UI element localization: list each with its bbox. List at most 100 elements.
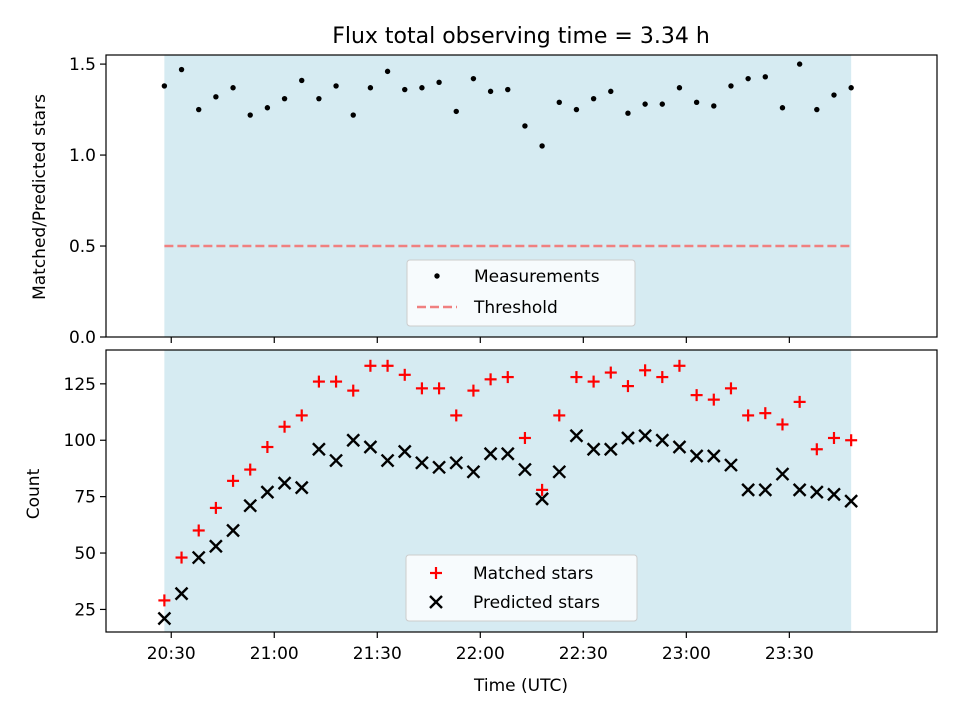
matched-star-point (261, 441, 274, 454)
measurement-point (573, 106, 580, 113)
predicted-star-point (380, 453, 395, 468)
predicted-star-point (518, 462, 532, 477)
top-ytick-label: 0.0 (69, 328, 96, 348)
xtick-label: 20:30 (147, 644, 196, 664)
measurement-point (281, 95, 288, 102)
measurement-point (247, 112, 253, 118)
top-ytick-label: 0.5 (69, 237, 96, 257)
bottom-ytick-label: 125 (64, 375, 96, 395)
matched-star-point (227, 474, 240, 487)
measurement-point (333, 83, 339, 89)
xtick-label: 21:00 (250, 644, 299, 664)
matched-star-point (467, 384, 480, 397)
predicted-star-point (792, 483, 807, 497)
predicted-star-point (277, 476, 292, 490)
legend-label-matched-stars: Matched stars (473, 564, 593, 584)
chart-title: Flux total observing time = 3.34 h (332, 24, 710, 49)
predicted-star-point (775, 467, 790, 481)
matched-star-point (690, 389, 703, 402)
matched-star-point (433, 382, 446, 395)
measurement-point (745, 75, 751, 82)
matched-star-point (518, 431, 531, 444)
matched-star-point (244, 463, 257, 476)
top-plot-frame (105, 54, 938, 338)
measurement-point (505, 86, 511, 93)
matched-star-point (656, 371, 669, 384)
predicted-star-point (672, 440, 687, 454)
predicted-star-point (260, 485, 275, 499)
matched-star-point (209, 501, 222, 514)
top-legend: Measurements Threshold (406, 259, 636, 327)
matched-star-point (810, 443, 823, 456)
predicted-star-point (535, 492, 549, 506)
matched-star-point (742, 409, 755, 422)
measurement-point (178, 66, 185, 73)
matched-star-point (364, 359, 377, 372)
predicted-star-point (844, 494, 859, 509)
predicted-star-point (432, 460, 446, 475)
predicted-star-point (827, 487, 841, 502)
measurement-point (556, 99, 562, 106)
measurement-point (350, 112, 356, 118)
matched-star-point (570, 371, 583, 384)
top-x-axis (170, 337, 790, 343)
bottom-ytick-label: 50 (74, 544, 96, 564)
matched-star-point (347, 384, 360, 397)
matched-star-point (639, 364, 652, 377)
predicted-star-point (809, 485, 824, 499)
predicted-star-point (569, 428, 584, 443)
legend-marker-predicted-stars (429, 595, 443, 609)
predicted-star-point (655, 433, 670, 448)
matched-star-point (707, 393, 720, 406)
bottom-ytick-label: 100 (64, 431, 96, 451)
matched-star-point (553, 409, 566, 422)
matched-star-point (673, 359, 686, 372)
predicted-star-point (209, 539, 223, 554)
measurement-point (436, 79, 442, 85)
predicted-star-point (706, 449, 721, 463)
bottom-legend-box (405, 554, 638, 622)
matched-star-point (278, 420, 291, 433)
top-y-axis: 0.0 0.5 1.0 1.5 (69, 55, 106, 348)
top-ytick-label: 1.0 (69, 146, 96, 166)
matched-star-point (415, 382, 428, 395)
matched-star-point (295, 409, 308, 422)
matched-star-point (536, 483, 549, 496)
predicted-star-point (329, 453, 343, 468)
measurement-point (419, 85, 425, 91)
bottom-x-axis: 20:30 21:00 21:30 22:00 22:30 23:00 23:30 (147, 632, 814, 664)
measurement-point (676, 85, 683, 91)
measurements-series (161, 61, 854, 149)
predicted-star-point (157, 611, 172, 626)
measurement-point (161, 83, 168, 89)
measurement-point (625, 110, 631, 116)
predicted-star-point (466, 464, 481, 479)
predicted-star-point (449, 455, 464, 470)
measurement-point (453, 108, 459, 115)
matched-star-point (484, 373, 497, 386)
matched-star-point (330, 375, 343, 388)
measurement-point (539, 143, 545, 149)
top-panel: 0.0 0.5 1.0 1.5 Matched/Predicted stars Mea… (30, 54, 938, 348)
measurement-point (316, 95, 322, 102)
xtick-label: 22:30 (559, 644, 608, 664)
legend-label-predicted-stars: Predicted stars (473, 593, 600, 613)
predicted-star-point (243, 498, 258, 513)
measurement-point (711, 103, 717, 109)
measurement-point (384, 68, 391, 75)
predicted-star-point (312, 442, 326, 457)
predicted-star-point (758, 483, 773, 497)
measurement-point (659, 101, 665, 107)
measurement-point (196, 106, 202, 113)
measurement-point (642, 101, 648, 107)
top-ytick-label: 1.5 (69, 55, 96, 75)
measurement-point (402, 86, 408, 93)
top-y-axis-label: Matched/Predicted stars (30, 94, 50, 300)
matched-star-point (398, 368, 411, 381)
measurement-point (608, 88, 614, 95)
legend-marker-matched-stars (430, 567, 442, 579)
measurement-point (814, 106, 820, 113)
matched-star-point (724, 382, 737, 395)
measurement-point (796, 61, 803, 67)
